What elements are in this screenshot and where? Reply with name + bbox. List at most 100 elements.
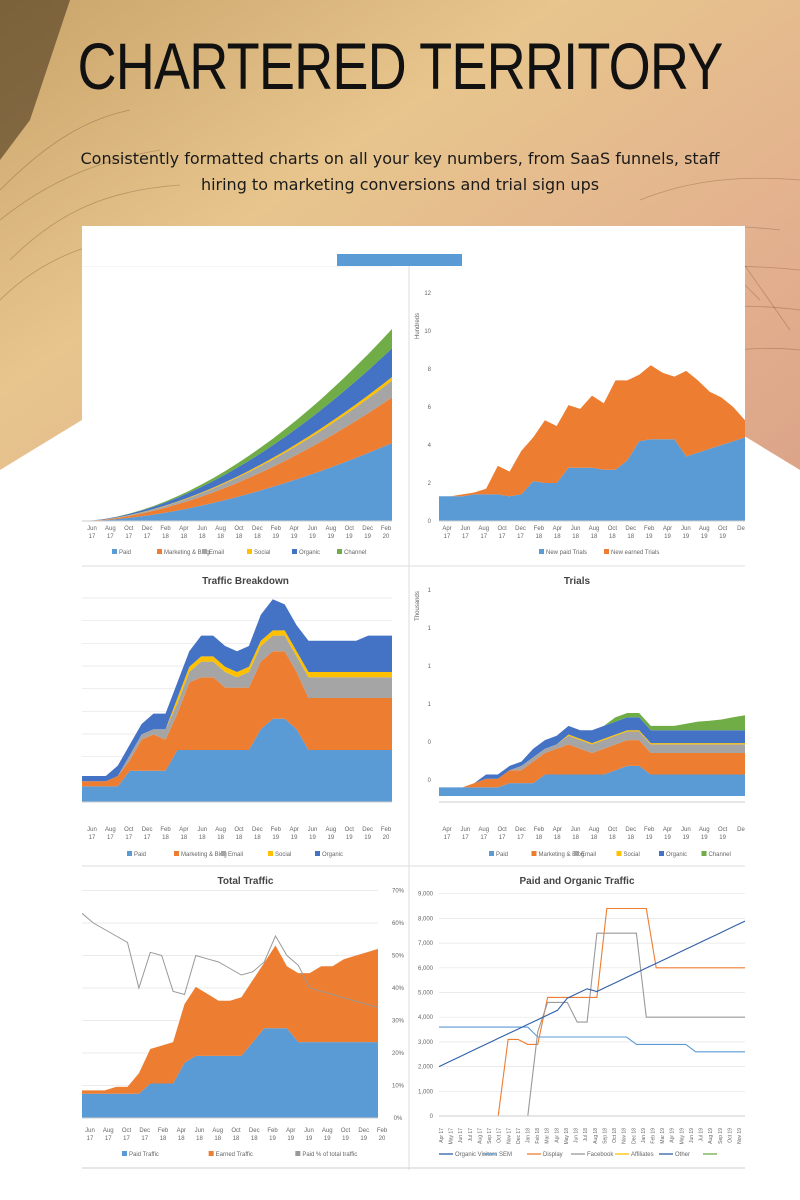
p1-xtick: Aug	[105, 526, 116, 532]
p4-legend-swatch	[531, 851, 537, 856]
p2-xtick-year: 18	[554, 534, 561, 540]
p4-xtick: Apr	[553, 827, 562, 833]
p5-ytick: 10%	[392, 1084, 405, 1090]
p6-xtick: Dec 17	[516, 1128, 522, 1144]
p1-xtick: Jun	[87, 526, 97, 532]
p5-xtick: Oct	[122, 1128, 132, 1134]
p4-legend-swatch	[659, 851, 664, 856]
p2-legend-label: New earned Trials	[611, 550, 659, 556]
p3-legend-swatch	[315, 851, 320, 856]
p4-xtick-year: 18	[536, 835, 543, 841]
p5-xtick-year: 18	[233, 1136, 240, 1142]
p5-legend-label: Paid % of total traffic	[302, 1152, 357, 1158]
p1-legend-label: Channel	[344, 550, 366, 556]
panel-4: Trials 0 0 1 1 1 1 Thousands Apr 17 Jun 17 Aug 17 Oct…	[409, 565, 745, 866]
p5-legend-swatch	[122, 1151, 127, 1156]
p3-xtick: Apr	[179, 827, 188, 833]
p3-xtick: Oct	[234, 827, 244, 833]
p3-legend-label: Paid	[134, 852, 146, 858]
p2-xtick-year: 18	[536, 534, 543, 540]
p3-xtick-year: 18	[181, 835, 188, 841]
p3-xtick: Apr	[289, 827, 298, 833]
p4-xtick: Feb	[534, 827, 545, 833]
p5-xtick: Aug	[103, 1128, 114, 1134]
p4-xtick-year: 18	[591, 835, 598, 841]
p5-xtick: Apr	[177, 1128, 186, 1134]
p4-xtick: Aug	[478, 827, 489, 833]
p2-xtick-year: 18	[572, 534, 579, 540]
chart-p3: Jun 17 Aug 17 Oct 17 Dec 17 Feb 18 Apr 18 Jun 18 Aug 18…	[82, 597, 392, 858]
p6-legend-label: Other	[675, 1152, 690, 1158]
p4-xtick-year: 17	[444, 835, 451, 841]
p5-xtick: Feb	[158, 1128, 169, 1134]
p6-facebook-line	[527, 932, 745, 1117]
p6-legend-label: SEM	[499, 1152, 512, 1158]
p1-xtick-year: 19	[291, 534, 298, 540]
p1-xtick-year: 18	[236, 534, 243, 540]
p5-xtick: Apr	[286, 1128, 295, 1134]
top-blue-bar	[337, 254, 462, 266]
chart-p5: 0% 10% 20% 30% 40% 50% 60% 70% Jun 17 Aug 17 Oct 17 De…	[81, 889, 405, 1158]
p5-xtick: Oct	[231, 1128, 241, 1134]
p4-xtick-year: 18	[609, 835, 616, 841]
p6-ytick: 5,000	[418, 991, 434, 997]
p6-xtick: Jun 18	[574, 1128, 580, 1143]
p6-xtick: Dec 18	[631, 1128, 637, 1144]
p3-xtick: Jun	[308, 827, 318, 833]
p4-xtick: Aug	[589, 827, 600, 833]
p5-area-layer	[82, 945, 378, 1094]
p3-xtick-year: 17	[125, 835, 132, 841]
p5-xtick-year: 18	[178, 1136, 185, 1142]
p3-xtick-year: 19	[309, 835, 316, 841]
p4-legend-label: Email	[581, 852, 596, 858]
p5-xtick-year: 18	[251, 1136, 258, 1142]
p6-xtick: Jan 18	[526, 1128, 532, 1143]
p2-xtick-year: 19	[701, 534, 708, 540]
headline: CHARTERED TERRITORY	[77, 29, 723, 103]
p5-xtick-year: 18	[214, 1136, 221, 1142]
p4-legend-swatch	[489, 851, 494, 856]
chart-p6: 0 1,000 2,000 3,000 4,000 5,000 6,000 7,000 8,00…	[418, 892, 746, 1158]
p6-xtick: Jul 19	[699, 1128, 705, 1142]
p1-legend-swatch	[112, 549, 117, 554]
p4-area-layer	[439, 765, 745, 796]
p5-ytick: 70%	[392, 889, 405, 895]
p2-xtick-year: 19	[646, 534, 653, 540]
p5-xtick-year: 17	[87, 1136, 94, 1142]
p1-legend-label: Social	[254, 550, 270, 556]
p6-xtick: Sep 19	[718, 1128, 724, 1144]
p5-xtick-year: 19	[287, 1136, 294, 1142]
p1-xtick: Jun	[197, 526, 207, 532]
p6-legend-label: Facebook	[587, 1152, 614, 1158]
p6-ytick: 9,000	[418, 892, 434, 898]
p5-xtick: Jun	[304, 1128, 314, 1134]
p4-area-layer	[439, 740, 745, 788]
p2-ytick: 6	[428, 405, 432, 411]
p6-xtick: Sep 18	[602, 1128, 608, 1144]
p2-xtick-year: 19	[683, 534, 690, 540]
p1-legend-label: Marketing & Blog	[164, 550, 210, 556]
chart-p1: Jun 17 Aug 17 Oct 17 Dec 17 Feb 18 Apr 18 Jun 18 Aug 18…	[82, 265, 392, 556]
p4-xtick: Jun	[461, 827, 471, 833]
p5-legend-label: Paid Traffic	[129, 1152, 159, 1158]
p5-xtick: Dec	[139, 1128, 150, 1134]
p4-xtick: Jun	[571, 827, 581, 833]
p6-ytick: 2,000	[418, 1065, 434, 1071]
p1-area-layer	[82, 397, 392, 521]
p6-xtick: Apr 17	[439, 1128, 445, 1143]
p4-area-layer	[439, 717, 745, 788]
p4-xtick: Feb	[644, 827, 655, 833]
p1-legend-swatch	[292, 549, 297, 554]
trials-title: Trials	[563, 576, 591, 587]
p3-xtick-year: 17	[144, 835, 151, 841]
p4-ytick: 1	[428, 664, 432, 670]
p6-xtick: Jul 18	[583, 1128, 589, 1142]
p6-xtick: Oct 17	[497, 1128, 503, 1143]
p4-xtick: Aug	[699, 827, 710, 833]
p3-xtick-year: 19	[328, 835, 335, 841]
p3-legend-label: Email	[228, 852, 243, 858]
p6-legend-label: Display	[543, 1152, 563, 1158]
p3-legend-swatch	[127, 851, 132, 856]
p2-xtick: Oct	[718, 526, 728, 532]
p4-xtick: Oct	[497, 827, 507, 833]
